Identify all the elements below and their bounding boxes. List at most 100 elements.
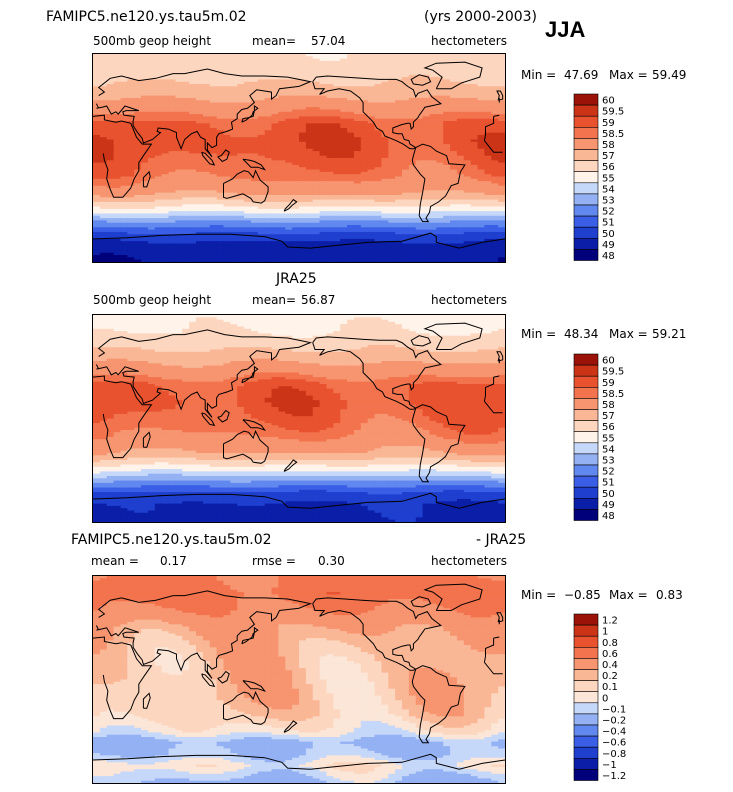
field-cell <box>189 121 197 124</box>
field-cell <box>127 79 135 83</box>
field-cell <box>271 222 279 226</box>
field-cell <box>292 197 300 201</box>
field-cell <box>340 190 348 194</box>
field-cell <box>154 169 163 173</box>
field-cell <box>244 114 252 117</box>
field-cell <box>422 127 431 131</box>
field-cell <box>127 201 135 205</box>
field-cell <box>429 206 437 210</box>
field-cell <box>134 208 142 212</box>
field-cell <box>429 194 437 198</box>
field-cell <box>443 65 451 69</box>
field-cell <box>285 84 293 87</box>
field-cell <box>347 109 355 113</box>
field-cell <box>99 164 108 168</box>
field-cell <box>202 134 211 138</box>
field-cell <box>182 134 190 138</box>
field-cell <box>278 95 286 99</box>
field-cell <box>463 100 472 104</box>
field-cell <box>326 56 334 60</box>
field-cell <box>470 204 479 208</box>
field-cell <box>244 218 252 221</box>
field-cell <box>319 211 328 215</box>
field-cell <box>154 171 163 175</box>
field-cell <box>120 130 128 134</box>
field-cell <box>182 116 190 120</box>
field-cell <box>470 160 479 164</box>
field-cell <box>202 178 211 182</box>
field-cell <box>381 171 389 175</box>
field-cell <box>450 139 458 143</box>
field-cell <box>477 208 485 212</box>
field-cell <box>250 192 259 196</box>
field-cell <box>422 84 431 87</box>
field-cell <box>470 241 479 245</box>
field-cell <box>333 151 341 154</box>
field-cell <box>99 121 108 124</box>
field-cell <box>257 65 266 69</box>
field-cell <box>285 72 293 76</box>
field-cell <box>285 77 293 81</box>
field-cell <box>127 199 135 203</box>
field-cell <box>285 174 293 178</box>
field-cell <box>491 146 499 150</box>
field-cell <box>422 93 431 97</box>
field-cell <box>450 93 458 97</box>
field-cell <box>319 169 328 173</box>
field-cell <box>498 118 505 122</box>
field-cell <box>196 222 204 226</box>
field-cell <box>196 227 204 231</box>
field-cell <box>120 208 128 212</box>
field-cell <box>168 227 176 231</box>
field-cell <box>463 65 472 69</box>
field-cell <box>147 116 156 120</box>
field-cell <box>189 243 197 247</box>
field-cell <box>250 97 259 101</box>
field-cell <box>175 114 183 117</box>
field-cell <box>202 164 211 168</box>
field-cell <box>196 229 204 233</box>
field-cell <box>223 171 231 175</box>
field-cell <box>443 225 451 228</box>
field-cell <box>216 194 225 198</box>
field-cell <box>429 84 437 87</box>
field-cell <box>374 234 382 238</box>
field-cell <box>395 86 403 90</box>
field-cell <box>264 164 273 168</box>
field-cell <box>360 79 369 83</box>
field-cell <box>141 151 149 154</box>
field-cell <box>422 90 431 94</box>
field-cell <box>285 164 293 168</box>
field-cell <box>319 171 328 175</box>
field-cell <box>93 206 101 210</box>
field-cell <box>285 160 293 164</box>
field-cell <box>113 60 122 64</box>
field-cell <box>264 134 273 138</box>
field-cell <box>168 63 176 67</box>
field-cell <box>395 158 403 161</box>
field-cell <box>189 231 197 235</box>
field-cell <box>264 227 273 231</box>
field-cell <box>456 67 465 71</box>
field-cell <box>312 74 321 78</box>
field-cell <box>237 178 245 182</box>
field-cell <box>209 199 218 203</box>
field-cell <box>477 167 485 171</box>
field-cell <box>388 171 396 175</box>
field-cell <box>216 204 225 208</box>
field-cell <box>367 238 376 242</box>
field-cell <box>347 160 355 164</box>
field-cell <box>168 192 176 196</box>
field-cell <box>154 146 163 150</box>
field-cell <box>278 229 286 233</box>
field-cell <box>209 164 218 168</box>
field-cell <box>175 178 183 182</box>
field-cell <box>367 60 376 64</box>
field-cell <box>470 222 479 226</box>
field-cell <box>134 130 142 134</box>
field-cell <box>340 125 348 129</box>
field-cell <box>189 238 197 242</box>
field-cell <box>422 86 431 90</box>
field-cell <box>395 222 403 226</box>
field-cell <box>436 88 444 92</box>
